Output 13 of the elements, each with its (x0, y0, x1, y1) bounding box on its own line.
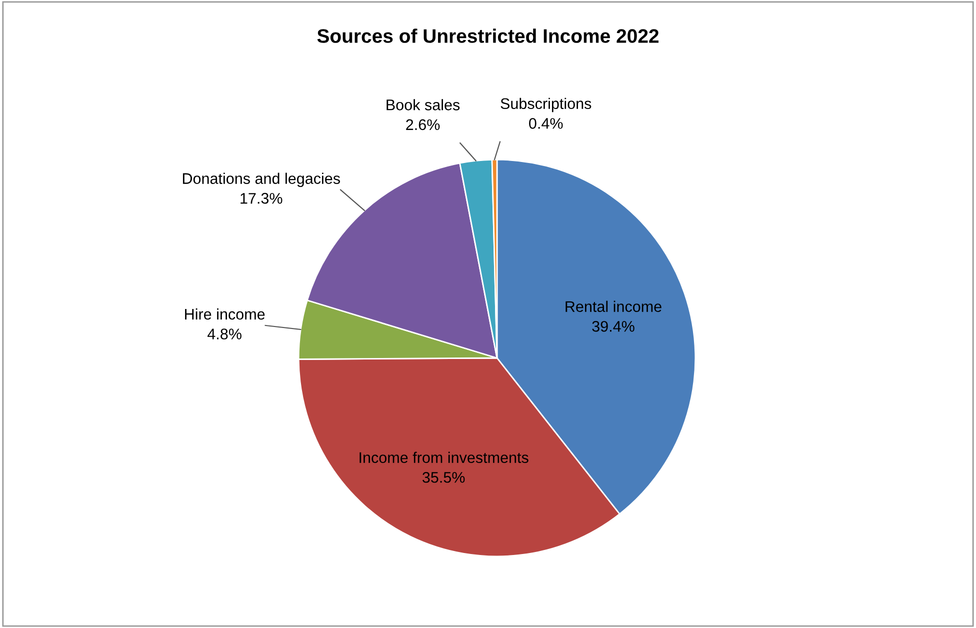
data-label: 4.8% (208, 328, 242, 340)
slice-label: Hire income (185, 308, 265, 320)
data-label: 39.4% (592, 320, 634, 332)
data-label: 35.5% (422, 472, 465, 483)
data-label: 2.6% (406, 119, 440, 130)
slice-label: Donations and legacies (182, 172, 340, 187)
slice-label: Income from investments (360, 452, 528, 464)
chart-title: Sources of Unrestricted Income 2022 (317, 28, 659, 43)
slice-label: Subscriptions (500, 98, 592, 112)
data-label: 17.3% (240, 192, 282, 204)
data-label: 0.4% (529, 118, 563, 129)
slice-label: Rental income (566, 300, 662, 312)
slice-label: Book sales (386, 99, 460, 110)
